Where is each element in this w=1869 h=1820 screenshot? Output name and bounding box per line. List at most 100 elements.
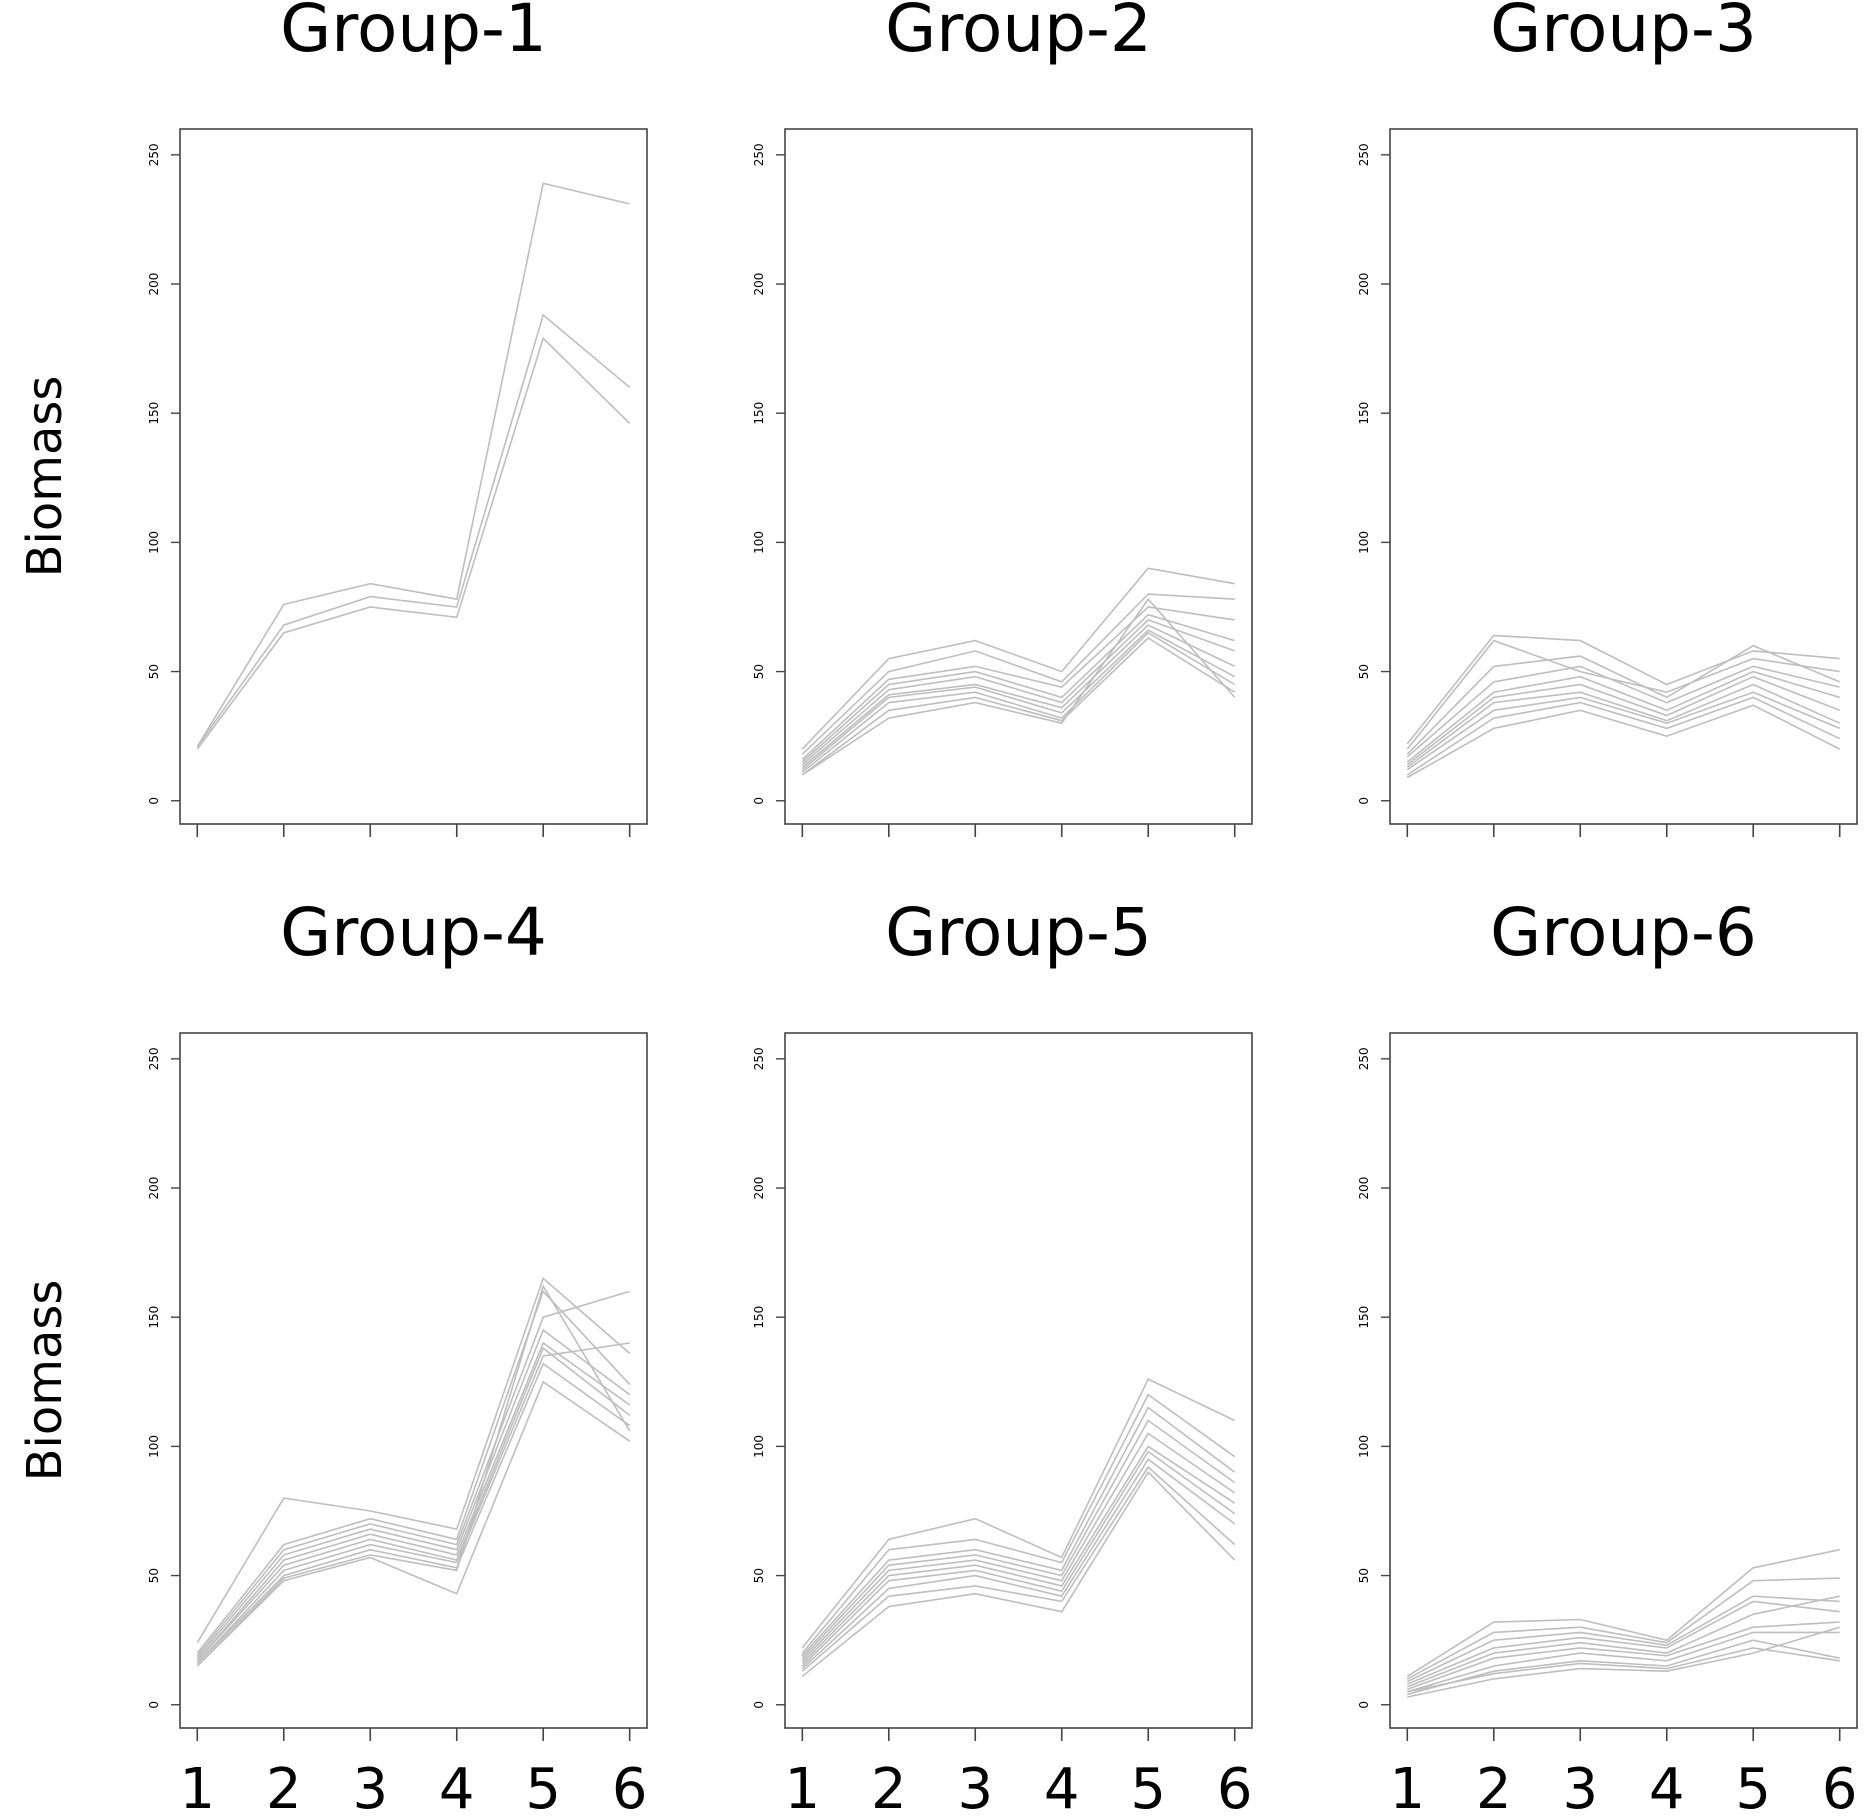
- y-tick-label: 0: [147, 797, 161, 805]
- y-tick-label: 50: [147, 664, 161, 679]
- series-line: [196, 1362, 631, 1664]
- series-line: [1406, 1548, 1840, 1677]
- y-tick-label: 100: [147, 531, 161, 554]
- series-line: [801, 624, 1236, 768]
- series-line: [1406, 665, 1840, 758]
- series-line: [1406, 1595, 1840, 1683]
- plot-box: [1389, 128, 1858, 825]
- series-line: [1406, 696, 1841, 776]
- series-line: [801, 629, 1236, 771]
- y-tick-label: 250: [1357, 1047, 1371, 1070]
- series-line: [196, 313, 631, 747]
- series-line: [196, 336, 631, 750]
- y-tick-label: 150: [1357, 1306, 1371, 1329]
- series-line: [801, 567, 1235, 750]
- x-tick-label: 5: [525, 1757, 561, 1820]
- x-tick-label: 4: [1649, 1757, 1685, 1820]
- series-line: [801, 1393, 1236, 1654]
- y-tick-label: 200: [147, 273, 161, 296]
- series-line: [1406, 634, 1840, 745]
- series-line: [1407, 1621, 1840, 1690]
- series-line: [801, 1406, 1236, 1657]
- series-line: [801, 593, 1235, 755]
- panel-title: Group-3: [1490, 0, 1757, 67]
- y-tick-label: 50: [752, 1568, 766, 1583]
- x-tick-label: 1: [1389, 1757, 1425, 1820]
- series-line: [1406, 1600, 1840, 1685]
- y-tick-label: 100: [1357, 531, 1371, 554]
- y-tick-label: 100: [752, 1435, 766, 1458]
- series-line: [1406, 1577, 1840, 1680]
- y-tick-label: 150: [147, 402, 161, 425]
- y-tick-label: 50: [1357, 664, 1371, 679]
- plot-box: [784, 1032, 1253, 1729]
- y-tick-label: 200: [752, 1177, 766, 1200]
- series-line: [801, 1458, 1236, 1670]
- series-line: [196, 182, 630, 747]
- y-tick-label: 250: [147, 143, 161, 166]
- series-line: [1407, 1639, 1840, 1696]
- series-line: [801, 1432, 1236, 1662]
- x-tick-label: 6: [1822, 1757, 1858, 1820]
- y-tick-label: 200: [1357, 1177, 1371, 1200]
- series-line: [1407, 1626, 1840, 1698]
- x-tick-label: 6: [1217, 1757, 1253, 1820]
- x-tick-label: 2: [1476, 1757, 1512, 1820]
- x-tick-label: 1: [784, 1757, 820, 1820]
- series-line: [1406, 683, 1841, 768]
- series-line: [1407, 1595, 1840, 1688]
- x-tick-label: 2: [266, 1757, 302, 1820]
- plot-box: [784, 128, 1253, 825]
- y-tick-label: 200: [1357, 273, 1371, 296]
- y-tick-label: 250: [1357, 143, 1371, 166]
- x-tick-label: 1: [179, 1757, 215, 1820]
- series-line: [1407, 1647, 1840, 1693]
- y-tick-label: 50: [1357, 1568, 1371, 1583]
- y-axis-label: Biomass: [17, 376, 73, 578]
- x-tick-label: 3: [1562, 1757, 1598, 1820]
- y-tick-label: 150: [1357, 402, 1371, 425]
- series-line: [196, 1341, 631, 1662]
- series-line: [801, 606, 1235, 760]
- y-tick-label: 0: [1357, 797, 1371, 805]
- x-tick-label: 3: [957, 1757, 993, 1820]
- y-tick-label: 0: [147, 1701, 161, 1709]
- series-line: [801, 618, 1235, 766]
- x-tick-label: 4: [1044, 1757, 1080, 1820]
- series-line: [801, 1470, 1236, 1677]
- panel-title: Group-2: [885, 0, 1152, 67]
- y-tick-label: 150: [752, 1306, 766, 1329]
- y-tick-label: 0: [1357, 1701, 1371, 1709]
- y-tick-label: 0: [752, 1701, 766, 1709]
- x-tick-label: 6: [612, 1757, 648, 1820]
- series-line: [801, 1450, 1236, 1667]
- series-line: [1406, 639, 1840, 750]
- series-line: [801, 597, 1236, 776]
- y-tick-label: 150: [147, 1306, 161, 1329]
- y-tick-label: 100: [1357, 1435, 1371, 1458]
- series-line: [801, 1445, 1236, 1664]
- plot-box: [1389, 1032, 1858, 1729]
- series-line: [196, 1342, 630, 1664]
- series-line: [1406, 691, 1841, 771]
- x-tick-label: 2: [871, 1757, 907, 1820]
- series-line: [196, 1289, 631, 1654]
- y-tick-label: 250: [147, 1047, 161, 1070]
- series-line: [801, 1378, 1236, 1649]
- series-line: [1406, 644, 1841, 755]
- series-line: [801, 636, 1236, 776]
- panel-title: Group-6: [1490, 894, 1757, 971]
- x-tick-label: 5: [1735, 1757, 1771, 1820]
- y-tick-label: 250: [752, 143, 766, 166]
- y-tick-label: 200: [147, 1177, 161, 1200]
- series-line: [1407, 1631, 1840, 1693]
- y-axis-label: Biomass: [17, 1280, 73, 1482]
- y-tick-label: 50: [752, 664, 766, 679]
- series-line: [196, 1284, 631, 1667]
- x-tick-label: 5: [1130, 1757, 1166, 1820]
- series-line: [801, 1419, 1236, 1659]
- series-line: [1406, 670, 1840, 763]
- y-tick-label: 250: [752, 1047, 766, 1070]
- y-tick-label: 50: [147, 1568, 161, 1583]
- series-line: [1406, 675, 1840, 766]
